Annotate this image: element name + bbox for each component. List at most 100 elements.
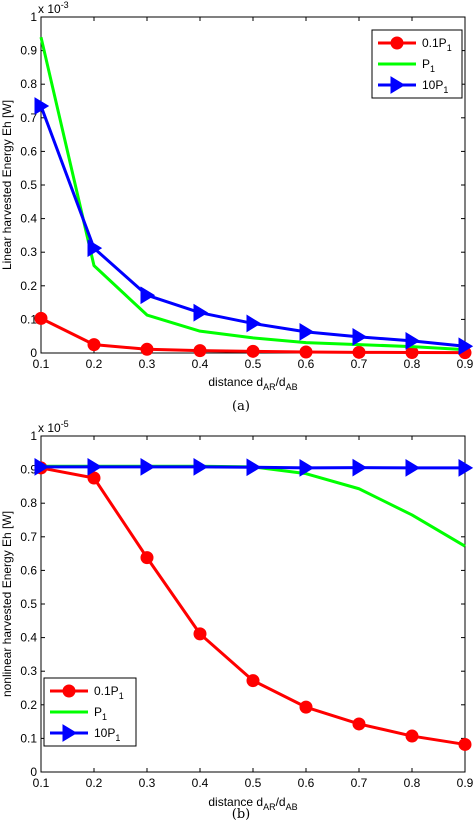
exponent-base: x 10 [38,421,61,435]
y-tick-label: 0.6 [20,144,37,158]
x-axis-label-part: distance d [208,795,263,809]
legend-label: 10P1 [94,726,120,743]
legend-label-sub: 1 [119,691,124,701]
y-tick-label: 0.1 [20,731,37,745]
data-point [246,458,262,477]
series-line [39,36,466,352]
data-point [140,342,154,356]
x-tick-label: 0.1 [33,776,50,790]
data-point [405,729,419,743]
data-point [87,338,101,352]
x-tick-label: 0.8 [404,357,421,371]
legend-label-main: 0.1P [422,36,447,50]
x-axis-label-part: distance d [208,375,263,389]
data-point [140,551,154,565]
y-axis-label: nonlinear harvested Energy Eh [W] [0,511,14,697]
exponent-power: -5 [61,419,69,429]
legend-marker [390,76,406,94]
x-axis-label-part: AB [286,802,298,812]
data-point [352,345,366,359]
x-tick-label: 0.3 [139,357,156,371]
x-tick-label: 0.2 [86,776,103,790]
data-point [405,332,421,350]
axis-exponent: x 10-5 [38,419,69,435]
x-axis-label-part: /d [276,375,286,389]
legend-marker [62,724,78,742]
legend-label-main: P [94,705,102,719]
legend-marker [62,684,76,698]
data-point [193,344,207,358]
data-point [87,239,103,258]
legend-label: P1 [422,57,435,74]
series-01p-line [34,311,472,360]
data-point [246,344,260,358]
x-tick-label: 0.9 [457,357,474,371]
y-tick-label: 0.8 [20,496,37,510]
data-point [299,322,315,341]
legend-label: 0.1P1 [94,684,124,701]
data-point [405,459,421,477]
y-tick-label: 0.1 [20,312,37,326]
legend-label-sub: 1 [102,712,107,722]
y-tick-label: 0.4 [20,631,37,645]
x-axis-label-part: AR [263,382,276,392]
exponent-power: -3 [61,0,69,10]
axis-exponent: x 10-3 [38,0,69,16]
legend-label: 10P1 [422,78,448,95]
y-tick-label: 0.7 [20,111,37,125]
series-10p-line [34,97,474,356]
data-point [458,737,472,751]
y-tick-label: 0 [30,765,37,779]
data-point [352,458,368,477]
y-tick-label: 0.3 [20,245,37,259]
legend-label-main: 10P [422,78,443,92]
y-tick-label: 0.5 [20,597,37,611]
legend-label: P1 [94,705,107,722]
x-tick-label: 0.7 [351,776,368,790]
x-tick-label: 0.5 [245,776,262,790]
series-group [34,458,474,751]
data-point [458,459,474,477]
y-tick-label: 0.3 [20,664,37,678]
y-tick-label: 0.6 [20,563,37,577]
data-point [34,311,48,325]
data-point [193,458,209,476]
legend-label-sub: 1 [447,43,452,53]
x-axis-label: distance dAR/dAB [208,375,297,392]
data-point [34,458,50,476]
legend-label-main: P [422,57,430,71]
x-tick-label: 0.3 [139,776,156,790]
x-tick-label: 0.8 [404,776,421,790]
y-tick-label: 0.4 [20,212,37,226]
data-point [352,327,368,346]
data-point [299,700,313,714]
legend-label-sub: 1 [115,733,120,743]
y-tick-label: 0 [30,346,37,360]
data-point [299,345,313,359]
data-point [87,471,101,485]
data-point [458,337,474,356]
legend-label-sub: 1 [430,64,435,74]
y-tick-label: 0.2 [20,279,37,293]
y-tick-label: 0.5 [20,178,37,192]
y-tick-label: 0.7 [20,530,37,544]
y-tick-label: 0.9 [20,463,37,477]
series-10p-line [34,458,474,477]
x-tick-label: 0.9 [457,776,474,790]
exponent-base: x 10 [38,2,61,16]
y-tick-label: 0.9 [20,44,37,58]
data-point [193,627,207,641]
y-axis-label: Linear harvested Energy Eh [W] [0,100,14,270]
data-point [299,459,315,477]
chart-panel-a: 0.1 0.2 0.3 0.4 0.5 0.6 0.7 0.8 0.900.10.20.30.4… [0,0,474,414]
legend-label-main: 10P [94,726,115,740]
panel-caption: (b) [232,807,250,822]
legend-label-sub: 1 [443,85,448,95]
data-point [246,314,262,333]
series-01p-line [34,461,472,751]
legend-label-main: 0.1P [94,684,119,698]
y-tick-label: 0.8 [20,77,37,91]
data-point [193,303,209,322]
